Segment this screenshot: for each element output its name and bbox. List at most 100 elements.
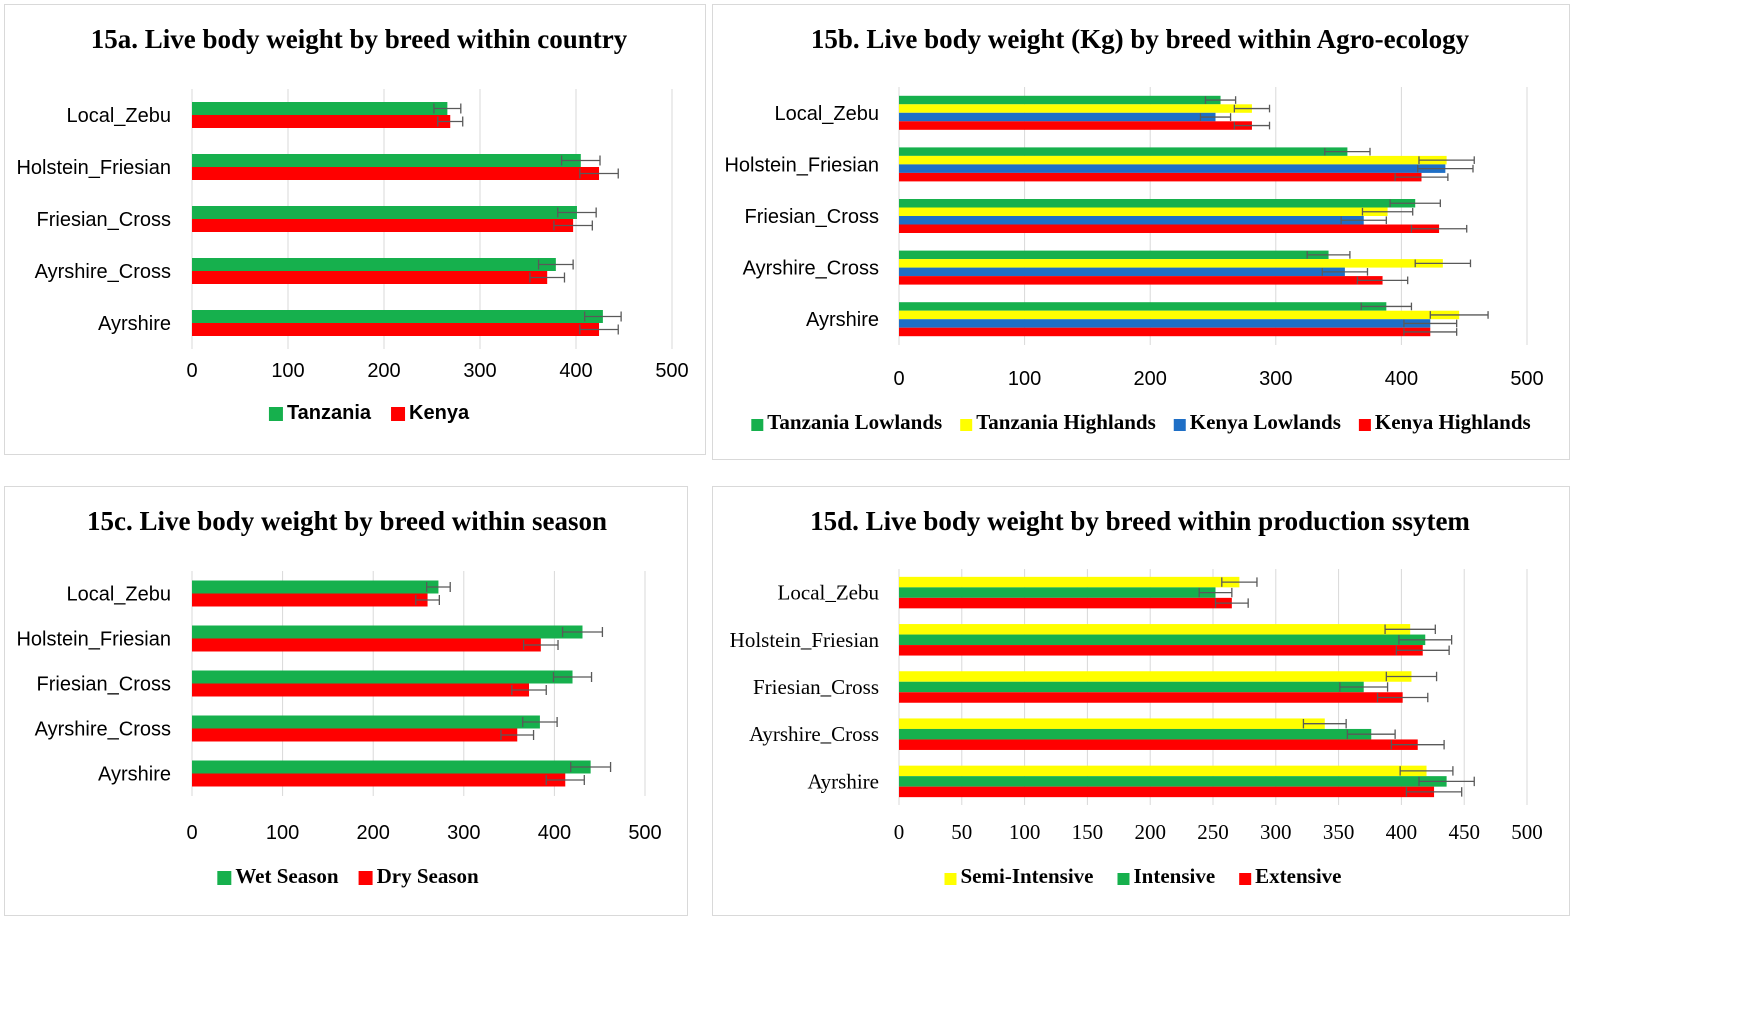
chart-title: 15d. Live body weight by breed within pr…	[810, 506, 1470, 536]
bar	[192, 683, 530, 697]
chart-legend: Semi-Intensive Intensive Extensive	[944, 864, 1342, 888]
bar	[899, 671, 1412, 682]
chart-panel-15a: 15a. Live body weight by breed within co…	[4, 4, 706, 455]
legend-swatch	[217, 871, 232, 885]
x-tick-label: 500	[1511, 820, 1543, 844]
category-label: Holstein_Friesian	[724, 154, 879, 176]
bar	[192, 102, 448, 115]
chart-plot-area: 0 100 200 300 400 500 Local_Zebu Holstein_Fries…	[16, 89, 689, 424]
bar	[899, 739, 1418, 750]
bar	[899, 765, 1427, 777]
chart-15b-svg: 15b. Live body weight (Kg) by breed with…	[724, 24, 1544, 434]
x-tick-label: 500	[1510, 368, 1543, 390]
bar	[899, 276, 1383, 285]
legend-swatch	[1117, 873, 1130, 885]
legend-swatch	[268, 407, 283, 421]
bar	[899, 624, 1411, 635]
category-label: Ayrshire_Cross	[749, 722, 879, 746]
x-tick-label: 400	[559, 360, 592, 382]
category-label: Ayrshire	[807, 769, 879, 793]
bar	[899, 155, 1447, 165]
legend-label: Semi-Intensive	[960, 864, 1093, 888]
bar	[899, 587, 1216, 598]
legend-swatch	[391, 407, 406, 421]
x-tick-label: 350	[1323, 820, 1355, 844]
bar	[899, 121, 1252, 130]
bar	[899, 718, 1325, 729]
bar	[899, 172, 1422, 182]
bar	[192, 271, 548, 284]
x-tick-label: 200	[367, 360, 400, 382]
legend-label: Extensive	[1255, 864, 1341, 888]
category-label: Local_Zebu	[66, 584, 171, 606]
bar	[192, 206, 577, 219]
x-tick-label: 300	[1259, 368, 1292, 390]
bar	[899, 786, 1435, 798]
bar	[899, 224, 1440, 233]
bar	[899, 164, 1446, 173]
bar	[899, 216, 1364, 225]
chart-panel-15b: 15b. Live body weight (Kg) by breed with…	[712, 4, 1570, 460]
bar	[899, 776, 1447, 787]
bar	[192, 760, 591, 774]
chart-legend: Tanzania Lowlands Tanzania Highlands Kenya…	[751, 410, 1531, 434]
bar	[899, 267, 1345, 277]
legend-label: Dry Season	[377, 864, 479, 888]
category-label: Ayrshire_Cross	[35, 261, 171, 283]
category-label: Ayrshire	[98, 313, 171, 335]
chart-title: 15a. Live body weight by breed within co…	[91, 24, 628, 54]
bar	[192, 219, 574, 232]
chart-title: 15b. Live body weight (Kg) by breed with…	[811, 24, 1470, 54]
legend-label: Tanzania Lowlands	[767, 410, 942, 434]
legend-swatch	[751, 419, 764, 431]
legend-label: Wet Season	[235, 864, 339, 888]
legend-swatch	[358, 871, 373, 885]
chart-plot-area: 0 100 200 300 400 500 Local_Zebu Holstein_Fries…	[724, 87, 1544, 434]
x-tick-label: 0	[186, 360, 197, 382]
category-label: Friesian_Cross	[37, 674, 171, 696]
bar	[192, 715, 540, 729]
bar	[899, 199, 1416, 208]
bar	[192, 167, 600, 180]
bar	[899, 112, 1216, 122]
bar	[899, 645, 1423, 656]
bar	[192, 580, 439, 594]
bar	[192, 638, 541, 652]
legend-label: Tanzania	[287, 402, 372, 424]
bar	[192, 154, 581, 167]
bar	[192, 593, 428, 607]
legend-label: Tanzania Highlands	[976, 410, 1156, 434]
category-label: Local_Zebu	[778, 581, 880, 605]
legend-swatch	[1173, 419, 1186, 431]
x-tick-label: 500	[628, 822, 661, 844]
bar	[192, 728, 518, 742]
x-tick-label: 100	[1009, 820, 1041, 844]
category-label: Friesian_Cross	[37, 209, 171, 231]
bar	[899, 681, 1364, 693]
x-tick-label: 250	[1197, 820, 1229, 844]
category-label: Holstein_Friesian	[16, 157, 171, 179]
x-tick-label: 0	[893, 368, 904, 390]
category-label: Local_Zebu	[774, 103, 879, 125]
legend-label: Kenya	[409, 402, 470, 424]
category-label: Ayrshire_Cross	[743, 258, 879, 280]
legend-label: Kenya Lowlands	[1190, 410, 1341, 434]
x-tick-label: 200	[1134, 368, 1167, 390]
x-tick-label: 200	[357, 822, 390, 844]
bar	[192, 115, 451, 128]
bar	[192, 773, 566, 787]
chart-15d-svg: 15d. Live body weight by breed within pr…	[730, 506, 1543, 888]
bar	[899, 634, 1426, 646]
bar	[899, 95, 1221, 105]
chart-legend: Wet Season Dry Season	[217, 864, 479, 888]
x-tick-label: 150	[1072, 820, 1104, 844]
legend-label: Kenya Highlands	[1375, 410, 1531, 434]
x-tick-label: 50	[951, 820, 972, 844]
category-label: Holstein_Friesian	[16, 629, 171, 651]
bar	[899, 576, 1240, 588]
bar	[192, 625, 583, 639]
category-label: Ayrshire	[806, 309, 879, 331]
chart-legend: Tanzania Kenya	[268, 402, 470, 424]
x-tick-label: 100	[271, 360, 304, 382]
chart-panel-15d: 15d. Live body weight by breed within pr…	[712, 486, 1570, 916]
